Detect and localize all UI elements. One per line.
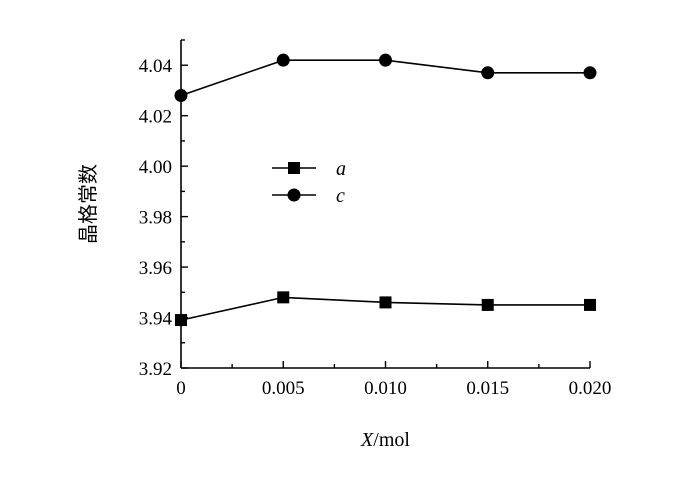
legend-item-a: a [272,158,346,180]
data-point-c [276,53,290,67]
legend-marker [288,162,300,174]
x-ticks: 0 0.005 0.010 0.015 0.020 [176,361,611,399]
y-axis-label: 晶格常数 [76,164,100,244]
data-point-a [379,296,392,309]
series-layer [174,53,597,327]
x-tick-label: 0.010 [364,378,407,399]
y-tick-label: 4.04 [139,56,173,77]
data-point-c [481,66,495,80]
data-point-c [174,89,188,103]
data-point-a [584,298,596,311]
y-tick-label: 4.00 [139,157,172,178]
data-point-a [277,291,290,304]
x-axis-label: X/mol [360,429,410,451]
y-tick-label: 3.96 [139,258,172,279]
y-tick-label: 4.02 [139,107,172,128]
axes [180,40,590,369]
x-axis-label-variable: X [360,429,374,451]
x-tick-label: 0 [176,378,186,399]
legend-item-c: c [272,185,345,207]
legend-label: a [336,158,346,180]
x-tick-label: 0.020 [569,378,612,399]
x-axis-label-unit: /mol [373,429,410,451]
x-tick-label: 0.005 [262,378,305,399]
data-point-a [175,314,187,327]
legend-label: c [336,185,345,207]
y-tick-label: 3.94 [139,309,173,330]
legend: ac [272,158,346,207]
data-point-a [481,298,494,311]
data-point-c [583,66,597,80]
data-point-c [379,53,392,67]
y-ticks: 3.92 3.94 3.96 3.98 4.00 4.02 4.04 [139,39,188,380]
legend-marker [287,188,301,202]
x-tick-label: 0.015 [466,378,509,399]
y-tick-label: 3.98 [139,208,172,229]
series-a [175,291,596,327]
series-c [174,53,597,103]
y-tick-label: 3.92 [139,359,172,380]
